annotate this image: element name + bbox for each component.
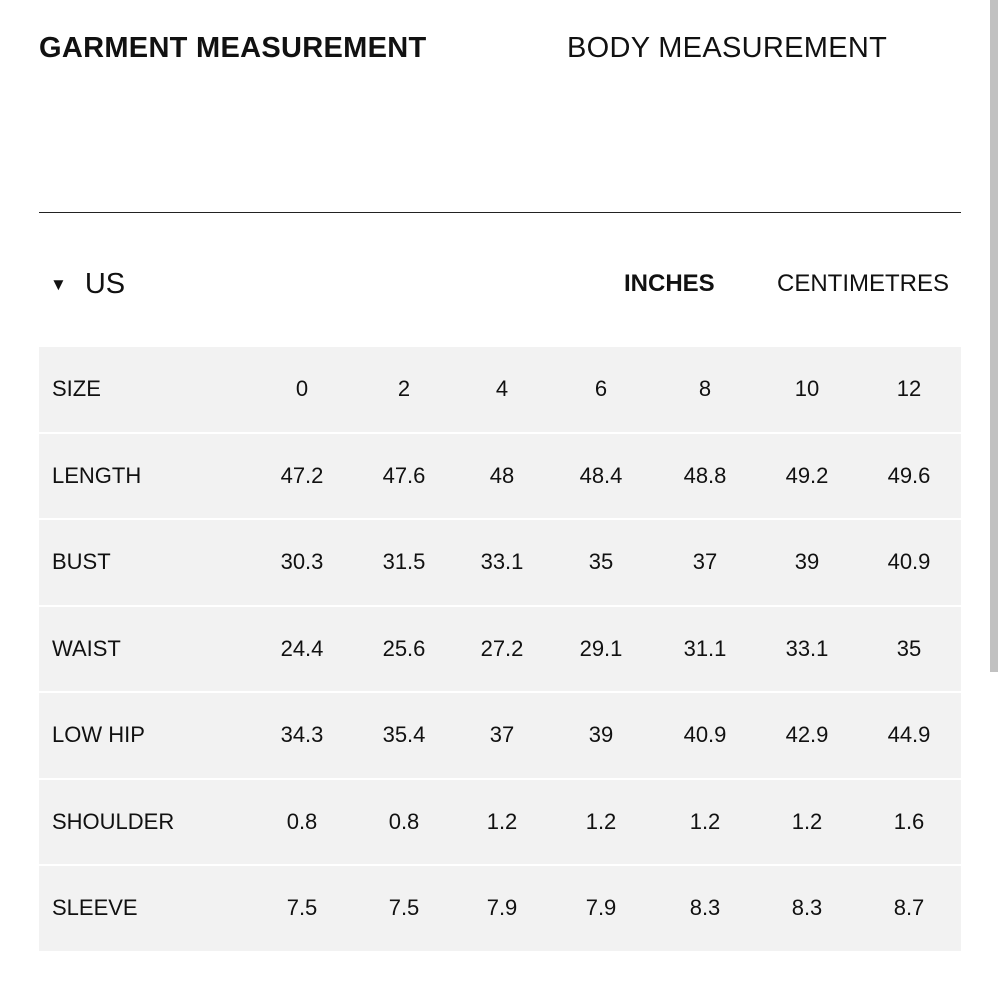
- table-row: SIZE 0 2 4 6 8 10 12: [39, 347, 961, 432]
- table-row: SHOULDER 0.8 0.8 1.2 1.2 1.2 1.2 1.6: [39, 779, 961, 864]
- triangle-down-icon: ▼: [50, 274, 67, 294]
- table-cell: 35.4: [382, 722, 426, 748]
- table-cell: 35: [588, 549, 614, 575]
- table-cell: 8.7: [893, 895, 925, 921]
- table-row: BUST 30.3 31.5 33.1 35 37 39 40.9: [39, 520, 961, 605]
- table-cell: 31.1: [683, 635, 727, 661]
- table-cell: 7.9: [486, 895, 518, 921]
- table-cell: 7.5: [388, 895, 420, 921]
- table-cell: 49.6: [887, 462, 931, 488]
- size-chart-table: SIZE 0 2 4 6 8 10 12 LENGTH 47.2 47.6 48 48.4 48.8 49.…: [39, 347, 961, 953]
- table-cell: 6: [594, 376, 608, 402]
- table-cell: 34.3: [280, 722, 324, 748]
- table-cell: 37: [692, 549, 718, 575]
- table-cell: 48.4: [579, 462, 623, 488]
- table-cell: 40.9: [683, 722, 727, 748]
- table-row: LENGTH 47.2 47.6 48 48.4 48.8 49.2 49.6: [39, 433, 961, 518]
- table-cell: 37: [489, 722, 515, 748]
- row-label: WAIST: [52, 635, 121, 661]
- table-cell: 27.2: [480, 635, 524, 661]
- table-cell: 48.8: [683, 462, 727, 488]
- row-label: SLEEVE: [52, 895, 138, 921]
- table-cell: 10: [794, 376, 820, 402]
- table-cell: 7.5: [286, 895, 318, 921]
- table-cell: 1.2: [791, 808, 823, 834]
- row-label: LENGTH: [52, 462, 142, 488]
- table-cell: 47.6: [382, 462, 426, 488]
- table-cell: 4: [495, 376, 509, 402]
- table-cell: 8: [698, 376, 712, 402]
- table-cell: 1.2: [689, 808, 721, 834]
- tab-garment-measurement[interactable]: GARMENT MEASUREMENT: [39, 32, 427, 64]
- table-row: LOW HIP 34.3 35.4 37 39 40.9 42.9 44.9: [39, 693, 961, 778]
- scrollbar[interactable]: [990, 0, 998, 672]
- row-label: BUST: [52, 549, 111, 575]
- table-cell: 24.4: [280, 635, 324, 661]
- table-cell: 25.6: [382, 635, 426, 661]
- table-cell: 1.6: [893, 808, 925, 834]
- table-cell: 8.3: [791, 895, 823, 921]
- table-cell: 1.2: [585, 808, 617, 834]
- table-cell: 35: [896, 635, 922, 661]
- table-cell: 29.1: [579, 635, 623, 661]
- table-cell: 12: [896, 376, 922, 402]
- table-cell: 30.3: [280, 549, 324, 575]
- table-row: WAIST 24.4 25.6 27.2 29.1 31.1 33.1 35: [39, 606, 961, 691]
- unit-centimetres-button[interactable]: CENTIMETRES: [777, 270, 950, 297]
- divider: [39, 212, 961, 213]
- table-cell: 39: [794, 549, 820, 575]
- table-cell: 33.1: [480, 549, 524, 575]
- table-cell: 1.2: [486, 808, 518, 834]
- table-row: SLEEVE 7.5 7.5 7.9 7.9 8.3 8.3 8.7: [39, 866, 961, 951]
- table-cell: 48: [489, 462, 515, 488]
- table-cell: 49.2: [785, 462, 829, 488]
- row-label: SIZE: [52, 376, 101, 402]
- row-label: SHOULDER: [52, 808, 175, 834]
- table-cell: 7.9: [585, 895, 617, 921]
- table-cell: 42.9: [785, 722, 829, 748]
- table-cell: 40.9: [887, 549, 931, 575]
- table-cell: 0.8: [388, 808, 420, 834]
- table-cell: 33.1: [785, 635, 829, 661]
- table-cell: 31.5: [382, 549, 426, 575]
- table-cell: 44.9: [887, 722, 931, 748]
- tab-body-measurement[interactable]: BODY MEASUREMENT: [567, 32, 888, 64]
- table-cell: 0: [295, 376, 309, 402]
- table-cell: 2: [397, 376, 411, 402]
- table-cell: 47.2: [280, 462, 324, 488]
- region-label: US: [84, 268, 126, 300]
- table-cell: 8.3: [689, 895, 721, 921]
- unit-inches-button[interactable]: INCHES: [624, 270, 715, 297]
- table-cell: 0.8: [286, 808, 318, 834]
- table-cell: 39: [588, 722, 614, 748]
- row-label: LOW HIP: [52, 722, 145, 748]
- region-dropdown[interactable]: ▼ US: [50, 268, 125, 301]
